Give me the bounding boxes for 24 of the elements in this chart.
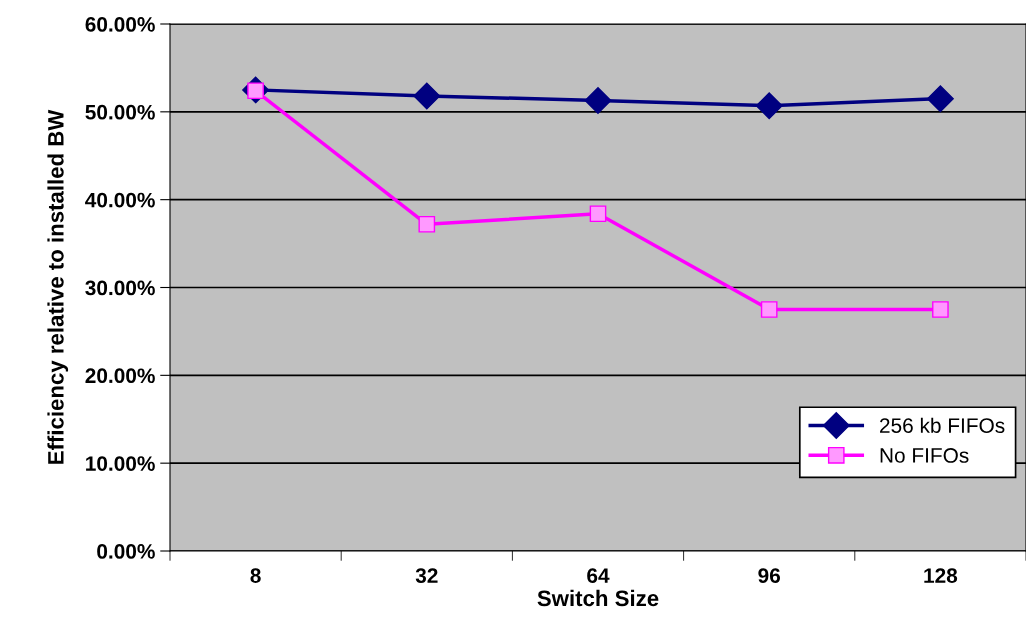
legend-label: 256 kb FIFOs — [880, 417, 1005, 433]
y-tick-label: 30.00% — [85, 280, 155, 296]
point — [760, 301, 778, 318]
x-axis-title: Switch Size — [537, 589, 659, 607]
point — [932, 301, 949, 318]
x-tick-label: 96 — [758, 568, 781, 583]
x-tick-label: 128 — [924, 568, 958, 583]
y-tick-label: 10.00% — [86, 456, 155, 471]
y-tick-label: 0.00% — [97, 544, 155, 559]
y-tick-label: 50.00% — [85, 104, 155, 120]
point — [926, 85, 954, 113]
x-tick-label: 8 — [250, 568, 261, 583]
point — [589, 205, 607, 223]
y-tick-label: 40.00% — [85, 192, 155, 208]
point — [418, 215, 436, 233]
legend-label: No FIFOs — [880, 448, 969, 463]
point — [755, 92, 783, 120]
y-tick-label: 60.00% — [85, 17, 155, 32]
point — [413, 82, 441, 110]
x-tick-label: 64 — [587, 568, 610, 583]
y-tick-label: 20.00% — [85, 368, 155, 384]
point — [584, 86, 612, 114]
x-tick-label: 32 — [415, 568, 438, 583]
y-axis-title: Efficiency relative to installed BW — [47, 109, 69, 464]
